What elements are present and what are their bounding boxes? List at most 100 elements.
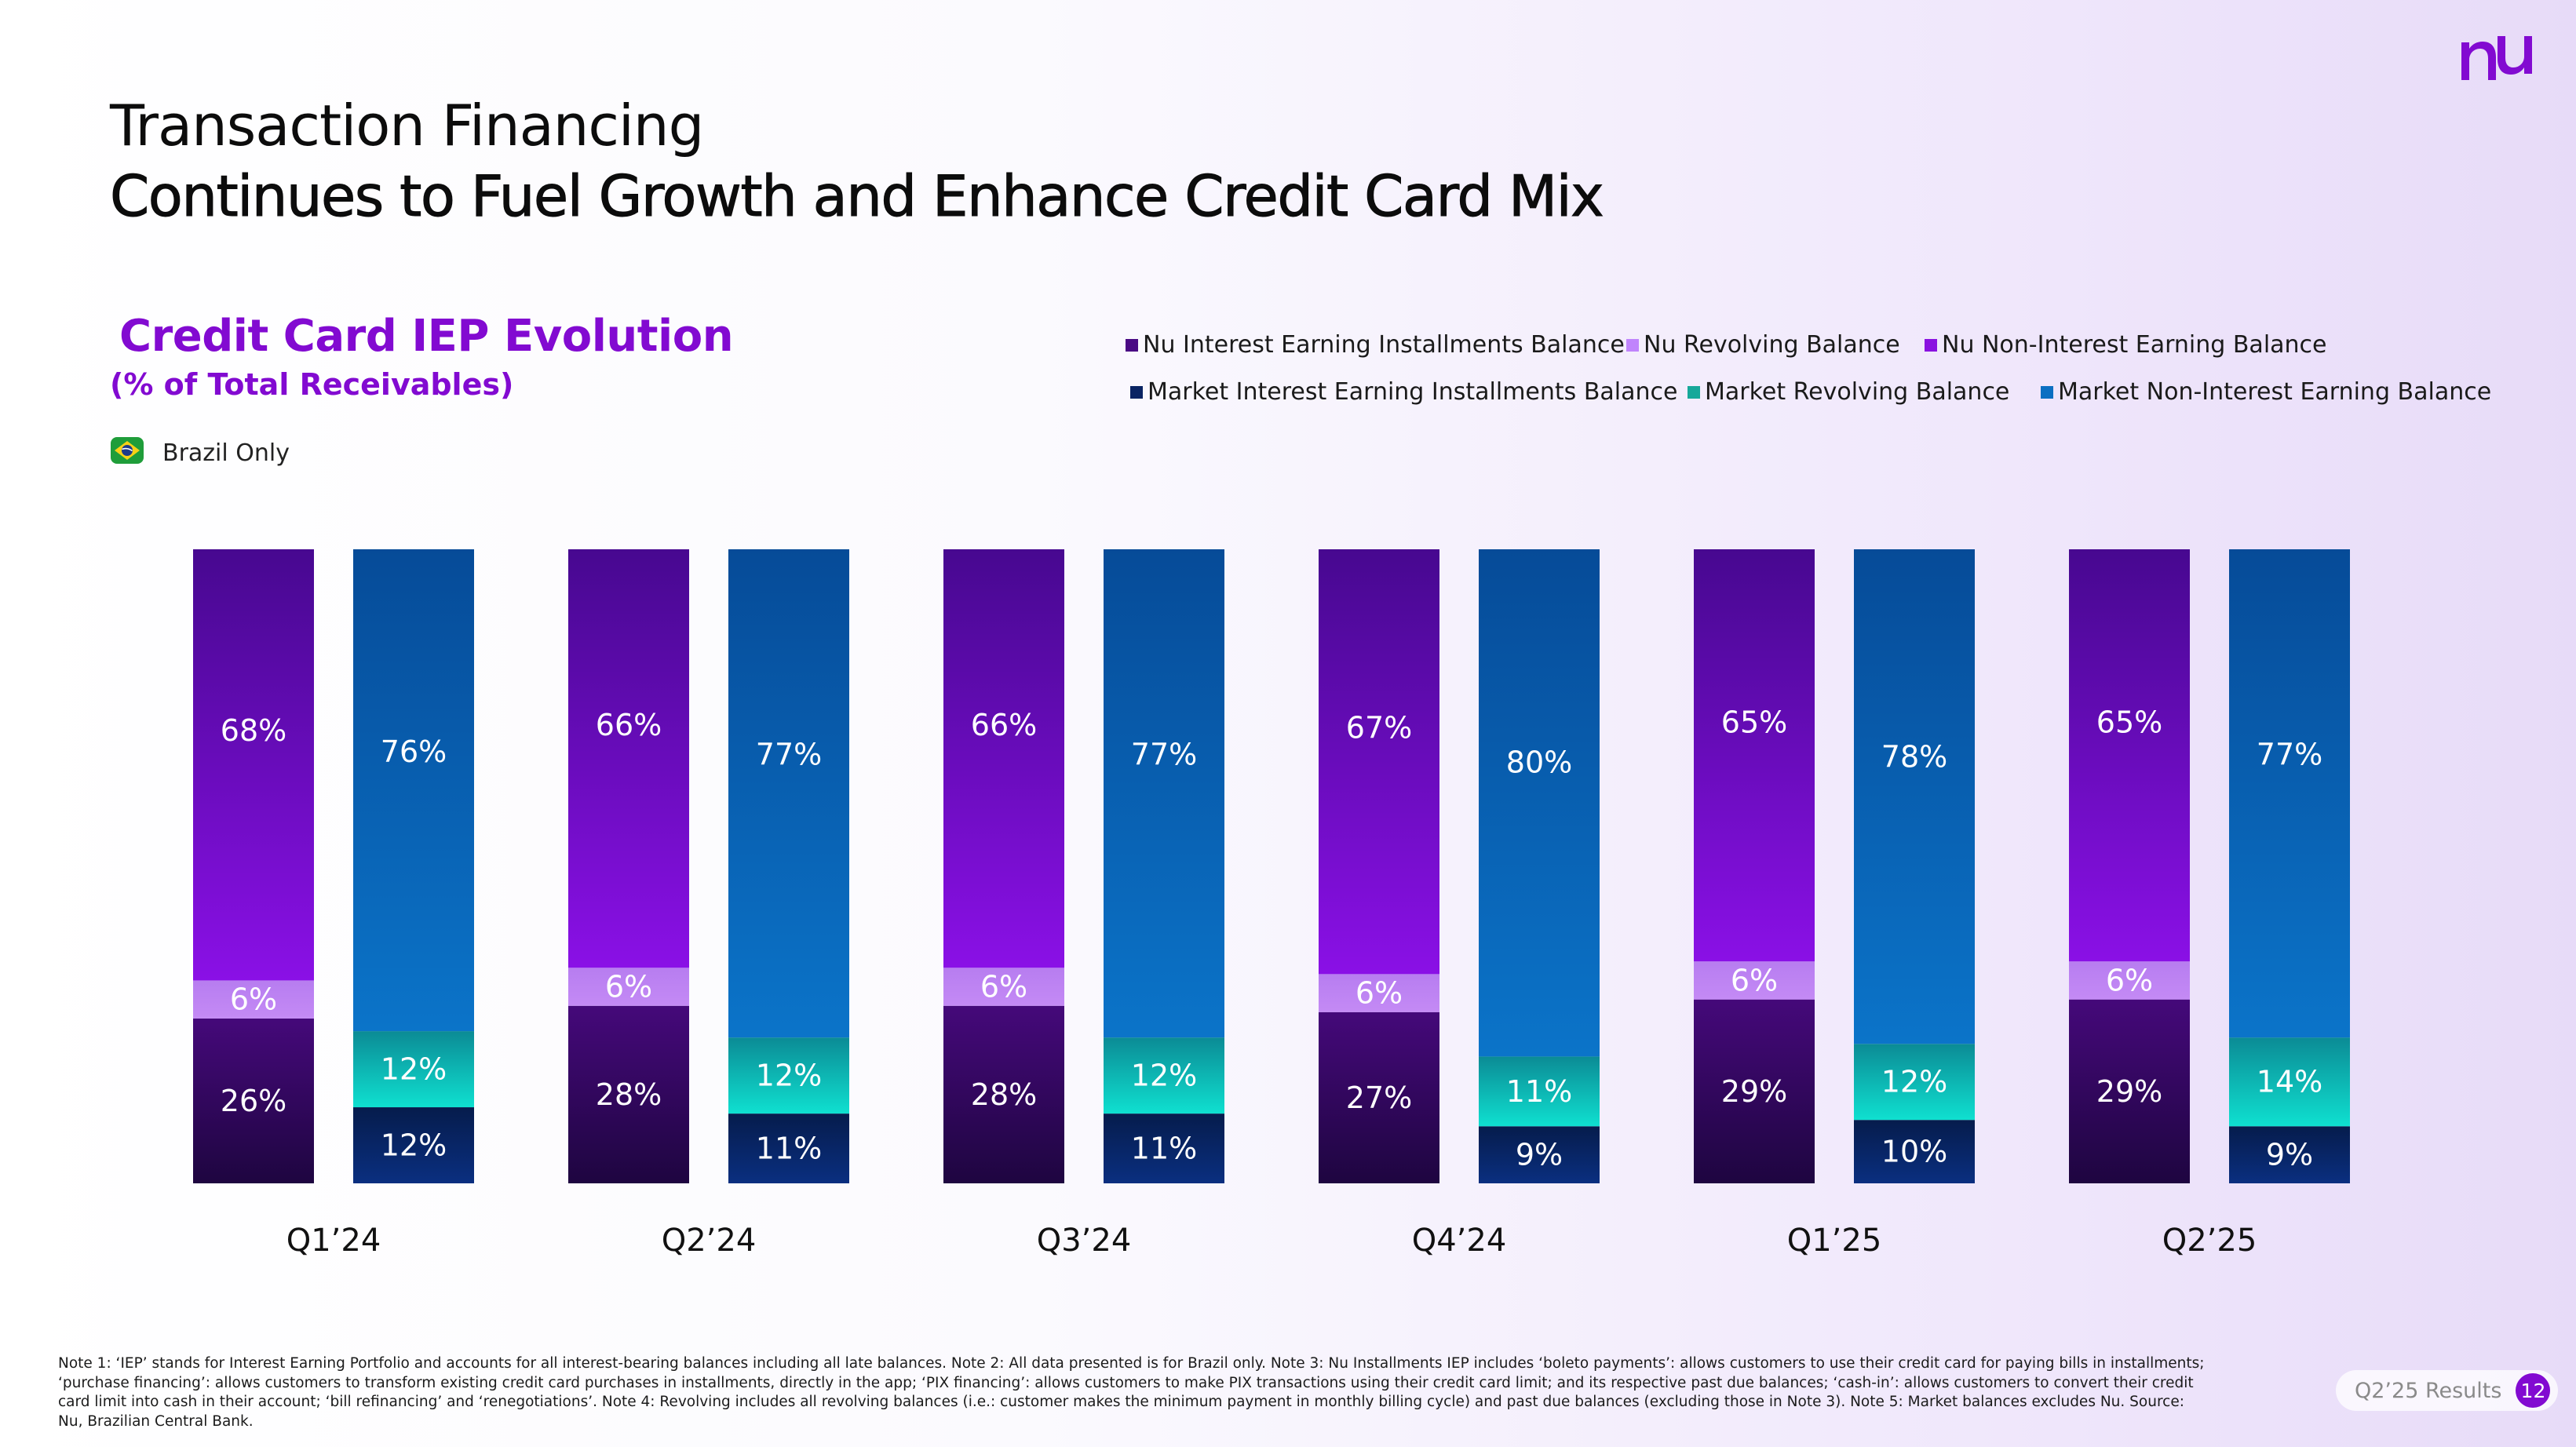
data-label-market-revolving-balance-q2-25: 14% (2257, 1065, 2322, 1099)
data-label-nu-revolving-balance-q2-25: 6% (2106, 963, 2153, 997)
data-label-nu-interest-earning-installments-balance-q2-25: 29% (2096, 1074, 2162, 1109)
results-label: Q2’25 Results (2355, 1378, 2502, 1403)
x-tick-label-q2-24: Q2’24 (662, 1223, 757, 1259)
data-label-nu-non-interest-earning-balance-q1-25: 65% (1721, 705, 1787, 740)
footnotes: Note 1: ‘IEP’ stands for Interest Earnin… (58, 1355, 2205, 1430)
data-label-market-non-interest-earning-balance-q2-25: 77% (2257, 737, 2322, 771)
bar-market-revolving-balance-q2-25 (2229, 1037, 2350, 1127)
bar-nu-revolving-balance-q1-25 (1694, 961, 1815, 1000)
data-label-nu-non-interest-earning-balance-q2-25: 65% (2096, 705, 2162, 740)
page-number: 12 (2516, 1373, 2551, 1408)
data-label-nu-interest-earning-installments-balance-q1-24: 26% (221, 1084, 286, 1118)
data-label-nu-revolving-balance-q4-24: 6% (1356, 976, 1403, 1011)
bar-market-interest-earning-installments-balance-q3-24 (1104, 1113, 1224, 1183)
bar-market-revolving-balance-q1-25 (1854, 1044, 1975, 1121)
x-tick-label-q1-24: Q1’24 (286, 1223, 381, 1259)
data-label-market-revolving-balance-q2-24: 12% (756, 1059, 822, 1093)
brazil-flag-icon (111, 437, 144, 464)
data-label-market-non-interest-earning-balance-q4-24: 80% (1506, 745, 1572, 779)
bar-nu-revolving-balance-q1-24 (193, 980, 314, 1019)
bar-nu-revolving-balance-q4-24 (1319, 974, 1439, 1012)
bar-nu-non-interest-earning-balance-q3-24 (943, 549, 1064, 968)
data-label-nu-non-interest-earning-balance-q1-24: 68% (221, 713, 286, 748)
data-label-market-non-interest-earning-balance-q2-24: 77% (756, 737, 822, 771)
data-label-market-interest-earning-installments-balance-q1-24: 12% (381, 1128, 447, 1163)
bar-market-non-interest-earning-balance-q2-24 (728, 549, 849, 1038)
bar-nu-non-interest-earning-balance-q2-24 (568, 549, 689, 968)
nu-logo-icon (2461, 36, 2532, 80)
legend-swatch (1688, 385, 1700, 399)
bar-market-non-interest-earning-balance-q2-25 (2229, 549, 2350, 1038)
data-label-market-interest-earning-installments-balance-q4-24: 9% (1516, 1138, 1563, 1172)
legend-item-nu-revolving: Nu Revolving Balance (1626, 331, 1900, 359)
bar-market-revolving-balance-q4-24 (1479, 1056, 1600, 1127)
data-label-nu-revolving-balance-q1-24: 6% (230, 982, 277, 1017)
legend-swatch (1626, 338, 1639, 352)
bar-market-non-interest-earning-balance-q1-24 (353, 549, 474, 1032)
bar-nu-interest-earning-installments-balance-q1-24 (193, 1018, 314, 1183)
bar-nu-non-interest-earning-balance-q2-25 (2069, 549, 2190, 962)
data-label-nu-interest-earning-installments-balance-q3-24: 28% (971, 1077, 1037, 1112)
data-label-market-interest-earning-installments-balance-q3-24: 11% (1131, 1132, 1197, 1166)
bar-nu-interest-earning-installments-balance-q2-24 (568, 1005, 689, 1183)
legend-swatch (1925, 338, 1937, 352)
data-label-nu-revolving-balance-q2-24: 6% (605, 970, 652, 1004)
page-title-line2: Continues to Fuel Growth and Enhance Cre… (109, 163, 1604, 230)
results-badge: Q2’25 Results 12 (2336, 1370, 2559, 1411)
legend-item-market-installments: Market Interest Earning Installments Bal… (1130, 378, 1677, 406)
chart-subtitle: (% of Total Receivables) (110, 367, 514, 402)
legend-label: Market Non-Interest Earning Balance (2058, 378, 2492, 406)
bar-nu-revolving-balance-q2-25 (2069, 961, 2190, 1000)
data-label-nu-interest-earning-installments-balance-q2-24: 28% (596, 1077, 662, 1112)
legend-swatch (2041, 385, 2053, 399)
bar-market-interest-earning-installments-balance-q2-25 (2229, 1126, 2350, 1183)
data-label-nu-non-interest-earning-balance-q4-24: 67% (1346, 710, 1412, 745)
legend-item-nu-installments: Nu Interest Earning Installments Balance (1126, 331, 1625, 359)
data-label-nu-interest-earning-installments-balance-q1-25: 29% (1721, 1074, 1787, 1109)
legend-item-market-revolving: Market Revolving Balance (1688, 378, 2009, 406)
legend-item-nu-non-interest: Nu Non-Interest Earning Balance (1925, 331, 2327, 359)
bar-nu-interest-earning-installments-balance-q4-24 (1319, 1011, 1439, 1183)
legend-swatch (1126, 338, 1138, 352)
chart-title: Credit Card IEP Evolution (119, 311, 734, 362)
data-label-nu-revolving-balance-q3-24: 6% (980, 970, 1027, 1004)
data-label-market-interest-earning-installments-balance-q1-25: 10% (1881, 1135, 1947, 1169)
bar-market-revolving-balance-q3-24 (1104, 1037, 1224, 1114)
data-label-market-non-interest-earning-balance-q1-24: 76% (381, 734, 447, 769)
bar-nu-non-interest-earning-balance-q4-24 (1319, 549, 1439, 975)
data-label-market-revolving-balance-q1-25: 12% (1881, 1065, 1947, 1099)
legend-label: Nu Interest Earning Installments Balance (1143, 331, 1625, 359)
data-label-market-revolving-balance-q1-24: 12% (381, 1052, 447, 1087)
bar-market-non-interest-earning-balance-q1-25 (1854, 549, 1975, 1044)
bar-market-interest-earning-installments-balance-q1-24 (353, 1107, 474, 1183)
bar-nu-revolving-balance-q2-24 (568, 968, 689, 1006)
data-label-nu-interest-earning-installments-balance-q4-24: 27% (1346, 1081, 1412, 1115)
data-label-market-interest-earning-installments-balance-q2-25: 9% (2266, 1138, 2313, 1172)
page-title-line1: Transaction Financing (110, 93, 704, 159)
bar-nu-non-interest-earning-balance-q1-24 (193, 549, 314, 981)
legend-label: Market Revolving Balance (1705, 378, 2010, 406)
legend-item-market-non-interest: Market Non-Interest Earning Balance (2041, 378, 2491, 406)
legend-label: Nu Revolving Balance (1644, 331, 1900, 359)
x-tick-label-q2-25: Q2’25 (2162, 1223, 2257, 1259)
bar-nu-non-interest-earning-balance-q1-25 (1694, 549, 1815, 962)
bar-nu-interest-earning-installments-balance-q3-24 (943, 1005, 1064, 1183)
bar-market-interest-earning-installments-balance-q4-24 (1479, 1126, 1600, 1183)
legend-label: Nu Non-Interest Earning Balance (1942, 331, 2327, 359)
legend-label: Market Interest Earning Installments Bal… (1148, 378, 1678, 406)
data-label-market-revolving-balance-q3-24: 12% (1131, 1059, 1197, 1093)
bar-market-non-interest-earning-balance-q4-24 (1479, 549, 1600, 1057)
data-label-nu-non-interest-earning-balance-q3-24: 66% (971, 708, 1037, 742)
data-label-market-interest-earning-installments-balance-q2-24: 11% (756, 1132, 822, 1166)
data-label-market-non-interest-earning-balance-q3-24: 77% (1131, 737, 1197, 771)
x-tick-label-q4-24: Q4’24 (1412, 1223, 1507, 1259)
data-label-market-revolving-balance-q4-24: 11% (1506, 1074, 1572, 1109)
bar-market-non-interest-earning-balance-q3-24 (1104, 549, 1224, 1038)
data-label-nu-revolving-balance-q1-25: 6% (1731, 963, 1778, 997)
data-label-nu-non-interest-earning-balance-q2-24: 66% (596, 708, 662, 742)
bar-nu-interest-earning-installments-balance-q1-25 (1694, 999, 1815, 1183)
x-tick-label-q3-24: Q3’24 (1037, 1223, 1132, 1259)
region-label: Brazil Only (162, 439, 290, 467)
bar-nu-interest-earning-installments-balance-q2-25 (2069, 999, 2190, 1183)
bar-market-interest-earning-installments-balance-q2-24 (728, 1113, 849, 1183)
